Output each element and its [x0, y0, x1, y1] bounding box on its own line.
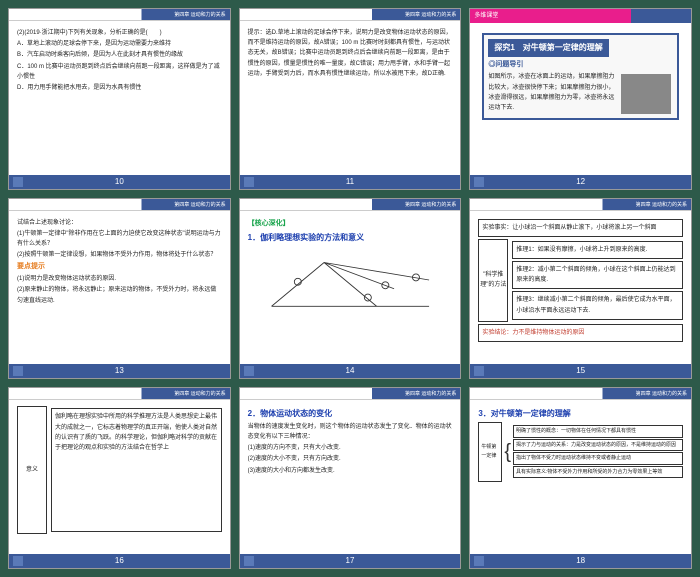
a2: (2)原来静止的物体，将永远静止；原来运动的物体，不受外力时，将永远做匀速直线运…	[17, 285, 222, 305]
pink-label: 多维课堂	[474, 13, 498, 19]
slide-body: 试结合上述现象讨论： (1)牛顿第一定律中"除非作用在它上面的力迫使它改变这种状…	[9, 211, 230, 365]
slide-header: 第四章 运动和力的关系	[470, 388, 691, 400]
slide-number: 13	[9, 364, 230, 378]
slide-14[interactable]: 第四章 运动和力的关系 【核心深化】 1．伽利略理想实验的方法和意义 14	[239, 198, 462, 380]
method-label: "科学推理"的方法	[478, 239, 508, 322]
meaning-text: 伽利略在理想实验中所用的科学推理方法是人类思想史上最伟大的成就之一，它标志着物理…	[51, 408, 222, 532]
slide-13[interactable]: 第四章 运动和力的关系 试结合上述现象讨论： (1)牛顿第一定律中"除非作用在它…	[8, 198, 231, 380]
slide-header: 第四章 运动和力的关系	[240, 388, 461, 400]
bracket-label: 牛顿第一定律	[478, 422, 502, 482]
slide-body: 意义 伽利略在理想实验中所用的科学推理方法是人类思想史上最伟大的成就之一，它标志…	[9, 400, 230, 554]
option-a: A．草地上滚动的足球会停下来，是因为运动需要力来维持	[17, 39, 222, 49]
b4: 具有实际意义:物体不受外力作用和所受的外力合力为零效果上等效	[513, 466, 683, 479]
intro: 试结合上述现象讨论：	[17, 218, 222, 228]
method-content: 推理1：如果没有摩擦，小球将上升到原来的高度. 推理2：减小第二个斜面的倾角，小…	[512, 239, 683, 322]
slide-header: 第四章 运动和力的关系	[240, 9, 461, 21]
hint-title: 要点提示	[17, 261, 222, 273]
slide-number: 18	[470, 554, 691, 568]
slide-number: 16	[9, 554, 230, 568]
slide-number: 15	[470, 364, 691, 378]
slide-number: 10	[9, 175, 230, 189]
slide-header: 第四章 运动和力的关系	[240, 199, 461, 211]
intro: 当物体的速度发生变化时，则这个物体的运动状态发生了变化．物体的运动状态变化有以下…	[248, 422, 453, 442]
core-title: 【核心深化】	[248, 218, 453, 230]
bracket-items: 明确了惯性的概念：一切物体在任何情况下都具有惯性 揭示了力与运动的关系：力是改变…	[513, 424, 683, 479]
fact-box: 实验事实：让小球沿一个斜面从静止滚下，小球将滚上另一个斜面	[478, 219, 683, 237]
item3: (3)速度的大小和方向都发生改变.	[248, 466, 453, 476]
section-title: 2．物体运动状态的变化	[248, 407, 453, 421]
slide-body: (2)(2019·浙江期中)下列有关现象，分析正确的是( ) A．草地上滚动的足…	[9, 21, 230, 175]
slide-15[interactable]: 第四章 运动和力的关系 实验事实：让小球沿一个斜面从静止滚下，小球将滚上另一个斜…	[469, 198, 692, 380]
method-row: "科学推理"的方法 推理1：如果没有摩擦，小球将上升到原来的高度. 推理2：减小…	[478, 239, 683, 322]
q1: (1)牛顿第一定律中"除非作用在它上面的力迫使它改变这种状态"说明运动与力有什么…	[17, 229, 222, 249]
slide-number: 12	[470, 175, 691, 189]
inquiry-title: 探究1 对牛顿第一定律的理解	[488, 39, 608, 57]
option-d: D．用力甩手臂能把水甩去，是因为水具有惯性	[17, 83, 222, 93]
slide-header: 第四章 运动和力的关系	[470, 199, 691, 211]
slide-header: 第四章 运动和力的关系	[9, 9, 230, 21]
slide-body: 提示：选D.草地上滚动的足球会停下来，说明力是改变物体运动状态的原因，而不是维持…	[240, 21, 461, 175]
slide-body: 3．对牛顿第一定律的理解 牛顿第一定律 { 明确了惯性的概念：一切物体在任何情况…	[470, 400, 691, 554]
slide-number: 11	[240, 175, 461, 189]
slide-17[interactable]: 第四章 运动和力的关系 2．物体运动状态的变化 当物体的速度发生变化时，则这个物…	[239, 387, 462, 569]
question-text: (2)(2019·浙江期中)下列有关现象，分析正确的是( )	[17, 28, 222, 38]
slide-header-pink: 多维课堂	[470, 9, 691, 23]
subtitle: ◎问题导引	[488, 59, 673, 71]
answer-text: 提示：选D.草地上滚动的足球会停下来，说明力是改变物体运动状态的原因，而不是维持…	[248, 28, 453, 79]
b3: 指出了物体不受力时运动状态维持不变或者静止运动	[513, 452, 683, 465]
slide-body: 【核心深化】 1．伽利略理想实验的方法和意义	[240, 211, 461, 365]
slide-grid: 第四章 运动和力的关系 (2)(2019·浙江期中)下列有关现象，分析正确的是(…	[8, 8, 692, 569]
r3: 推理3：继续减小第二个斜面的倾角，最后使它成为水平面，小球沿水平面永远运动下去.	[512, 291, 683, 319]
r1: 推理1：如果没有摩擦，小球将上升到原来的高度.	[512, 241, 683, 259]
slide-number: 14	[240, 364, 461, 378]
item2: (2)速度的大小不变，只有方向改变.	[248, 454, 453, 464]
r2: 推理2：减小第二个斜面的倾角，小球在这个斜面上仍能达到原来的高度.	[512, 261, 683, 289]
slide-10[interactable]: 第四章 运动和力的关系 (2)(2019·浙江期中)下列有关现象，分析正确的是(…	[8, 8, 231, 190]
bracket-diagram: 牛顿第一定律 { 明确了惯性的概念：一切物体在任何情况下都具有惯性 揭示了力与运…	[478, 422, 683, 482]
a1: (1)说明力是改变物体运动状态的原因.	[17, 274, 222, 284]
slide-number: 17	[240, 554, 461, 568]
section-title: 3．对牛顿第一定律的理解	[478, 407, 683, 421]
slide-18[interactable]: 第四章 运动和力的关系 3．对牛顿第一定律的理解 牛顿第一定律 { 明确了惯性的…	[469, 387, 692, 569]
option-b: B．汽车启动时乘客向后倾，是因为人在此刻才具有惯性的缘故	[17, 50, 222, 60]
meaning-label: 意义	[17, 406, 47, 534]
option-c: C．100 m 比赛中运动员跑到终点后会继续向前跑一段距离，这样做是为了减小惯性	[17, 62, 222, 82]
q2: (2)按照牛顿第一定律设想，如果物体不受外力作用，物体将处于什么状态？	[17, 250, 222, 260]
inquiry-box: 探究1 对牛顿第一定律的理解 ◎问题导引 如图所示，冰壶在冰面上的运动，如果摩擦…	[482, 33, 679, 120]
item1: (1)速度的方向不变，只有大小改变.	[248, 443, 453, 453]
slide-11[interactable]: 第四章 运动和力的关系 提示：选D.草地上滚动的足球会停下来，说明力是改变物体运…	[239, 8, 462, 190]
slide-12[interactable]: 多维课堂 探究1 对牛顿第一定律的理解 ◎问题导引 如图所示，冰壶在冰面上的运动…	[469, 8, 692, 190]
slide-body: 2．物体运动状态的变化 当物体的速度发生变化时，则这个物体的运动状态发生了变化．…	[240, 400, 461, 554]
conclusion: 实验结论：力不是维持物体运动的原因	[478, 324, 683, 342]
b2: 揭示了力与运动的关系：力是改变运动状态的原因，不是维持运动的原因	[513, 439, 683, 452]
incline-diagram	[248, 245, 453, 315]
b1: 明确了惯性的概念：一切物体在任何情况下都具有惯性	[513, 425, 683, 438]
slide-header: 第四章 运动和力的关系	[9, 199, 230, 211]
bracket-icon: {	[504, 435, 511, 469]
slide-16[interactable]: 第四章 运动和力的关系 意义 伽利略在理想实验中所用的科学推理方法是人类思想史上…	[8, 387, 231, 569]
subtitle: 1．伽利略理想实验的方法和意义	[248, 231, 453, 245]
curling-photo	[621, 74, 671, 114]
slide-body: 探究1 对牛顿第一定律的理解 ◎问题导引 如图所示，冰壶在冰面上的运动，如果摩擦…	[470, 23, 691, 175]
slide-header: 第四章 运动和力的关系	[9, 388, 230, 400]
slide-body: 实验事实：让小球沿一个斜面从静止滚下，小球将滚上另一个斜面 "科学推理"的方法 …	[470, 211, 691, 365]
meaning-row: 意义 伽利略在理想实验中所用的科学推理方法是人类思想史上最伟大的成就之一，它标志…	[17, 406, 222, 534]
